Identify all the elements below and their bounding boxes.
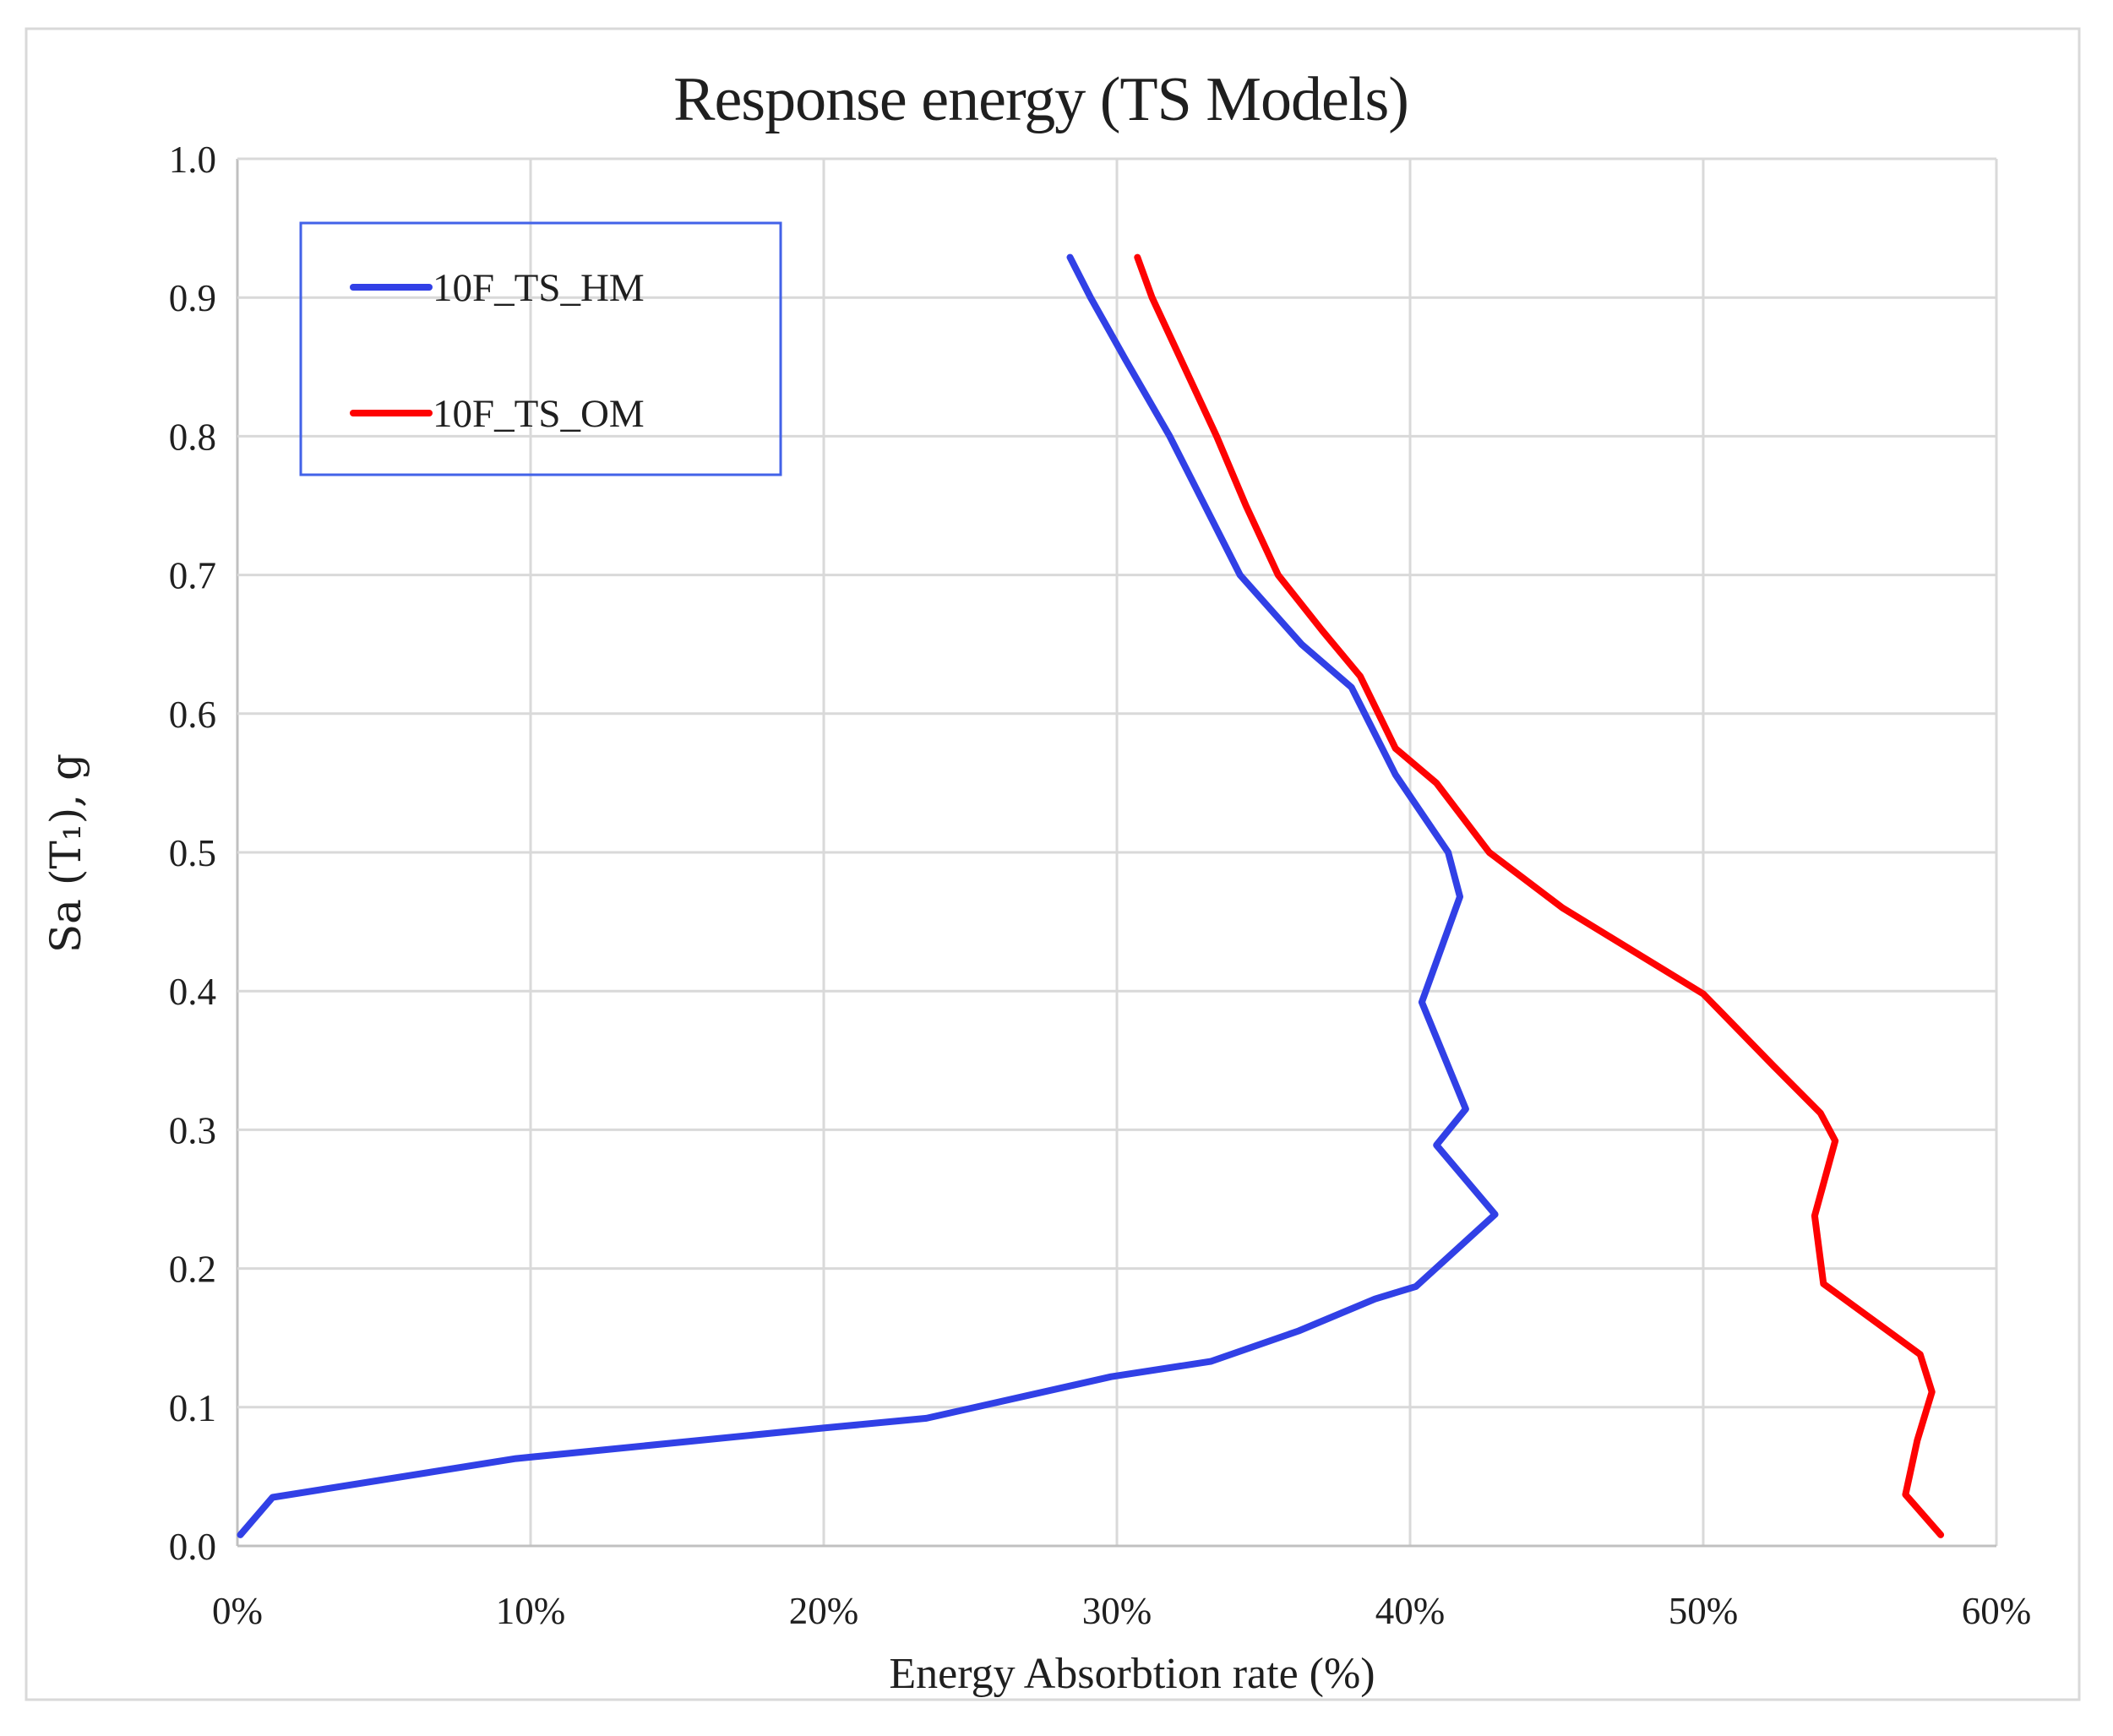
y-tick-label: 0.4 bbox=[169, 971, 216, 1013]
chart-title: Response energy (TS Models) bbox=[673, 65, 1408, 134]
legend-item-label: 10F_TS_HM bbox=[433, 266, 645, 310]
x-tick-label: 20% bbox=[789, 1590, 859, 1632]
y-tick-label: 0.3 bbox=[169, 1109, 216, 1151]
y-axis-title: Sa (T₁), g bbox=[41, 754, 90, 953]
y-tick-label: 0.1 bbox=[169, 1387, 216, 1429]
y-tick-label: 0.7 bbox=[169, 555, 216, 597]
y-tick-label: 0.2 bbox=[169, 1249, 216, 1291]
chart-border bbox=[25, 27, 2081, 1701]
gridlines bbox=[236, 157, 1998, 1548]
x-tick-label: 30% bbox=[1082, 1590, 1152, 1632]
y-tick-label: 0.9 bbox=[169, 277, 216, 319]
y-tick-label: 0.6 bbox=[169, 694, 216, 736]
y-tick-label: 0.8 bbox=[169, 416, 216, 458]
x-tick-label: 60% bbox=[1962, 1590, 2032, 1632]
series-line-10F_TS_OM bbox=[1134, 253, 1945, 1538]
series-line-10F_TS_HM bbox=[237, 253, 1499, 1538]
y-tick-label: 0.5 bbox=[169, 832, 216, 874]
x-tick-label: 50% bbox=[1669, 1590, 1739, 1632]
tick-layer: 0% 10% 20% 30% 40% 50% 60% 0.0 0.1 0.2 0.3 0.4 0.5 0.… bbox=[169, 139, 2032, 1632]
legend-item-label: 10F_TS_OM bbox=[433, 392, 645, 436]
y-tick-label: 1.0 bbox=[169, 139, 216, 181]
x-tick-label: 40% bbox=[1375, 1590, 1446, 1632]
x-tick-label: 0% bbox=[212, 1590, 263, 1632]
x-axis-title: Energy Absorbtion rate (%) bbox=[889, 1650, 1375, 1698]
legend-box bbox=[299, 221, 782, 476]
x-tick-label: 10% bbox=[496, 1590, 566, 1632]
series-layer bbox=[237, 253, 1945, 1538]
legend: 10F_TS_HM 10F_TS_OM bbox=[299, 221, 782, 476]
y-tick-label: 0.0 bbox=[169, 1526, 216, 1568]
